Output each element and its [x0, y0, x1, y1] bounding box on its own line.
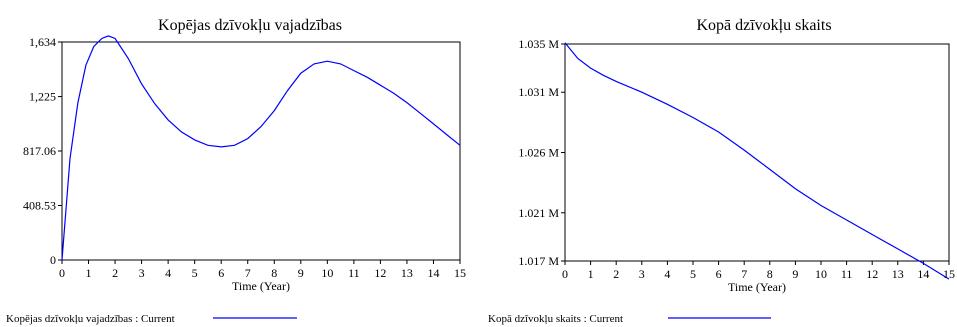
series-line-0 — [564, 42, 950, 280]
x-tick-label: 14 — [427, 266, 439, 280]
x-tick-label: 14 — [917, 267, 929, 281]
x-tick-label: 9 — [792, 267, 798, 281]
chart-panel-housing-needs: Kopējas dzīvokļu vajadzības 0 408.53 817.06… — [0, 0, 478, 327]
x-tick-label: 1 — [86, 266, 92, 280]
x-tick-label: 12 — [866, 267, 878, 281]
chart-total-dwellings: Kopā dzīvokļu skaits 1.017 M 1.021 M 1.026 … — [488, 17, 955, 325]
y-tick-label: 817.06 — [23, 144, 56, 158]
legend-label: Kopā dzīvokļu skaits : Current — [488, 313, 623, 325]
x-tick-label: 8 — [271, 266, 277, 280]
x-tick-label: 0 — [562, 267, 568, 281]
series-line-0 — [61, 35, 461, 261]
legend-label: Kopējas dzīvokļu vajadzības : Current — [6, 313, 175, 325]
x-tick-label: 5 — [690, 267, 696, 281]
x-tick-label: 7 — [741, 267, 747, 281]
x-tick-label: 9 — [298, 266, 304, 280]
x-tick-label: 3 — [139, 266, 145, 280]
x-tick-label: 4 — [165, 266, 171, 280]
x-tick-label: 2 — [613, 267, 619, 281]
x-tick-label: 11 — [841, 267, 853, 281]
y-tick-label: 1,225 — [29, 90, 56, 104]
y-tick-label: 1.035 M — [518, 37, 559, 51]
x-tick-label: 1 — [588, 267, 594, 281]
x-tick-label: 15 — [454, 266, 466, 280]
x-tick-label: 8 — [767, 267, 773, 281]
x-tick-label: 6 — [716, 267, 722, 281]
x-axis-label: Time (Year) — [232, 279, 290, 293]
chart-title: Kopā dzīvokļu skaits — [696, 17, 831, 34]
x-tick-label: 2 — [112, 266, 118, 280]
y-tick-label: 1.026 M — [518, 146, 559, 160]
x-tick-label: 5 — [192, 266, 198, 280]
y-tick-label: 408.53 — [23, 198, 56, 212]
plot-area-frame — [61, 41, 461, 261]
y-tick-label: 0 — [50, 253, 56, 267]
x-tick-label: 13 — [892, 267, 904, 281]
x-tick-label: 0 — [59, 266, 65, 280]
chart-housing-needs: Kopējas dzīvokļu vajadzības 0 408.53 817.06… — [6, 17, 466, 325]
y-tick-label: 1.021 M — [518, 206, 559, 220]
x-tick-label: 11 — [348, 266, 360, 280]
chart-panel-total-dwellings: Kopā dzīvokļu skaits 1.017 M 1.021 M 1.026 … — [478, 0, 957, 327]
y-tick-label: 1,634 — [29, 35, 56, 49]
y-tick-label: 1.017 M — [518, 254, 559, 268]
x-axis-label: Time (Year) — [728, 280, 786, 294]
x-tick-label: 10 — [321, 266, 333, 280]
plot-area-frame — [564, 43, 950, 262]
x-tick-label: 7 — [245, 266, 251, 280]
x-tick-label: 12 — [374, 266, 386, 280]
x-tick-label: 3 — [639, 267, 645, 281]
x-tick-label: 13 — [401, 266, 413, 280]
x-tick-label: 6 — [218, 266, 224, 280]
y-tick-label: 1.031 M — [518, 85, 559, 99]
chart-title: Kopējas dzīvokļu vajadzības — [158, 17, 342, 34]
x-tick-label: 10 — [815, 267, 827, 281]
x-tick-label: 4 — [664, 267, 670, 281]
